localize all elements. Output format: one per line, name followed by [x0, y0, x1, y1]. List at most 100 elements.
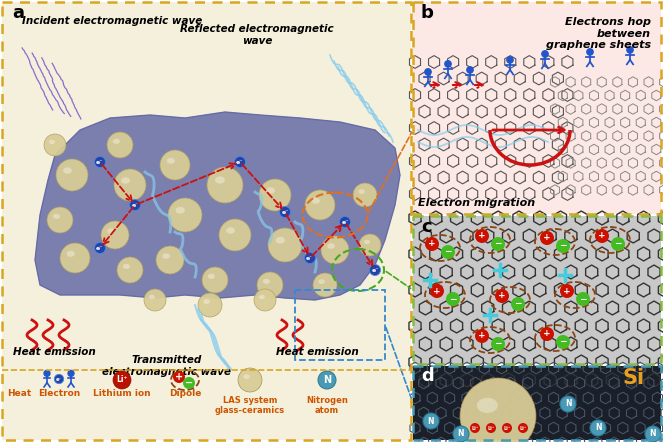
Bar [413, 2, 661, 214]
Circle shape [321, 236, 349, 264]
Text: Electrons hop
between
graphene sheets: Electrons hop between graphene sheets [546, 17, 651, 50]
Circle shape [502, 423, 512, 433]
Circle shape [511, 297, 525, 311]
Circle shape [587, 49, 593, 55]
Ellipse shape [312, 198, 320, 204]
Ellipse shape [67, 251, 75, 257]
Circle shape [460, 378, 536, 442]
Circle shape [518, 423, 528, 433]
Ellipse shape [63, 168, 72, 174]
Text: e⁻: e⁻ [56, 377, 62, 382]
Text: −: − [579, 294, 587, 304]
Ellipse shape [176, 207, 185, 213]
Text: Li⁺: Li⁺ [471, 426, 479, 431]
Text: e⁻: e⁻ [281, 210, 289, 215]
Ellipse shape [149, 295, 155, 299]
Circle shape [423, 413, 439, 429]
Bar [2, 2, 411, 440]
Circle shape [207, 167, 243, 203]
Text: e⁻: e⁻ [236, 160, 244, 165]
Circle shape [95, 156, 105, 168]
Ellipse shape [123, 264, 130, 269]
Circle shape [339, 217, 351, 228]
Text: Li⁺: Li⁺ [519, 426, 526, 431]
Circle shape [268, 228, 302, 262]
Circle shape [219, 219, 251, 251]
Ellipse shape [162, 253, 170, 259]
Text: +: + [543, 233, 551, 243]
Circle shape [202, 267, 228, 293]
Bar [413, 216, 661, 364]
Bar [413, 216, 661, 364]
Circle shape [305, 190, 335, 220]
Circle shape [173, 371, 185, 383]
Text: −: − [494, 240, 502, 248]
Ellipse shape [204, 299, 210, 304]
Text: a: a [12, 4, 24, 22]
Text: −: − [185, 378, 193, 388]
Text: +: + [478, 232, 486, 240]
Ellipse shape [49, 140, 55, 144]
Text: −: − [494, 339, 502, 348]
Circle shape [425, 69, 431, 75]
Text: Reflected electromagnetic
wave: Reflected electromagnetic wave [180, 24, 333, 46]
Circle shape [280, 206, 290, 217]
Circle shape [117, 257, 143, 283]
Text: −: − [514, 300, 522, 309]
Text: e⁻: e⁻ [306, 256, 314, 261]
Text: +: + [598, 232, 606, 240]
Circle shape [257, 272, 283, 298]
Ellipse shape [364, 240, 370, 244]
Text: +: + [478, 332, 486, 340]
Circle shape [560, 396, 576, 412]
Text: Li⁺: Li⁺ [503, 426, 511, 431]
Circle shape [445, 61, 451, 67]
Bar [2, 370, 411, 410]
Circle shape [160, 150, 190, 180]
Text: +: + [433, 286, 441, 296]
Ellipse shape [113, 139, 120, 144]
Text: Electron: Electron [38, 389, 80, 398]
Circle shape [486, 423, 496, 433]
Circle shape [259, 179, 291, 211]
Text: d: d [421, 367, 434, 385]
Circle shape [60, 243, 90, 273]
Ellipse shape [121, 177, 130, 184]
Text: N: N [650, 430, 656, 438]
Circle shape [359, 234, 381, 256]
Text: e⁻: e⁻ [96, 246, 103, 251]
Text: Nitrogen
atom: Nitrogen atom [306, 396, 348, 415]
Text: Dipole: Dipole [169, 389, 201, 398]
Text: N: N [323, 375, 331, 385]
Text: Heat emission: Heat emission [276, 347, 359, 357]
Text: +: + [498, 292, 506, 301]
Ellipse shape [208, 274, 215, 279]
Circle shape [491, 337, 505, 351]
Ellipse shape [53, 214, 60, 219]
Text: e⁻: e⁻ [341, 220, 349, 225]
Text: Li⁺: Li⁺ [116, 376, 128, 385]
Circle shape [101, 221, 129, 249]
Circle shape [198, 293, 222, 317]
Circle shape [235, 156, 245, 168]
Ellipse shape [107, 228, 115, 234]
Text: Heat emission: Heat emission [13, 347, 95, 357]
Text: e⁻: e⁻ [96, 160, 103, 165]
Text: Incident electromagnetic wave: Incident electromagnetic wave [22, 16, 202, 26]
Text: +: + [563, 286, 571, 296]
Text: N: N [457, 430, 464, 438]
Circle shape [425, 237, 439, 251]
Circle shape [95, 243, 105, 254]
Circle shape [645, 426, 661, 442]
Text: N: N [595, 423, 601, 433]
Bar [413, 366, 661, 440]
Circle shape [54, 374, 64, 384]
Circle shape [627, 47, 633, 53]
Circle shape [313, 273, 337, 297]
Text: −: − [450, 294, 457, 304]
Text: Transmitted
electromagnetic wave: Transmitted electromagnetic wave [103, 355, 231, 377]
Ellipse shape [266, 187, 275, 194]
Circle shape [595, 229, 609, 243]
Ellipse shape [259, 295, 265, 299]
Text: −: − [614, 240, 622, 248]
